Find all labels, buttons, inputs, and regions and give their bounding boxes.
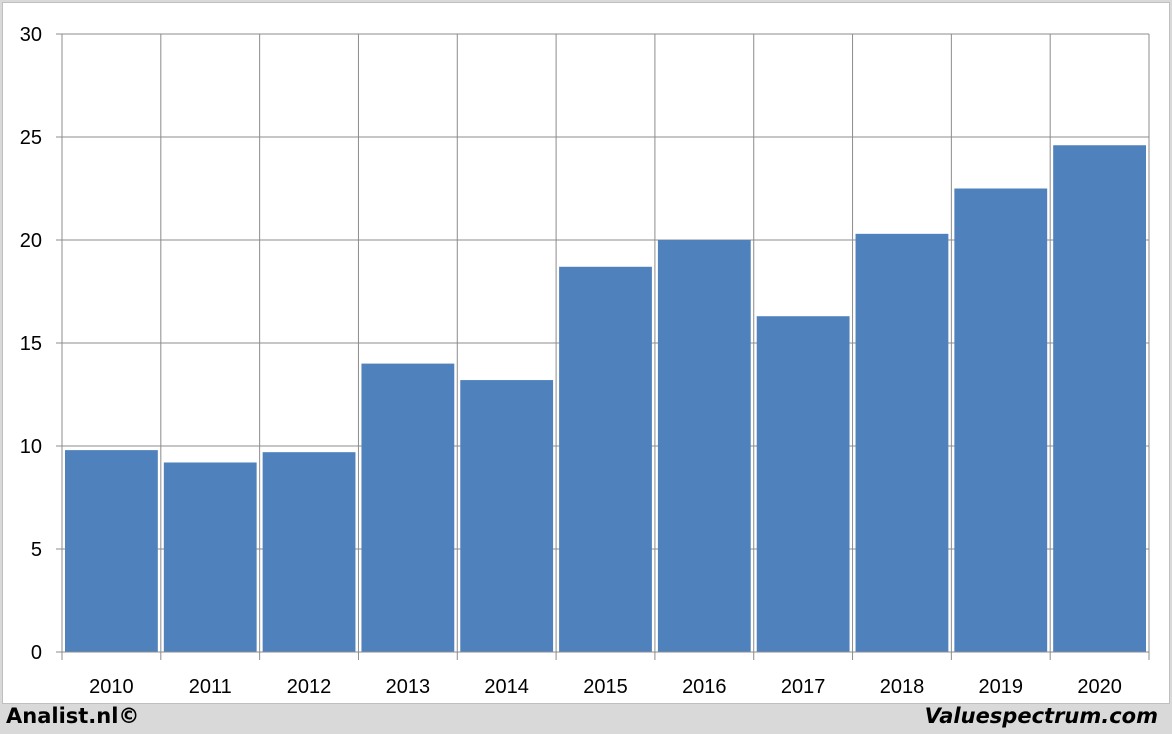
bar-2018 <box>855 233 949 652</box>
y-tick-label: 5 <box>31 539 42 561</box>
x-tick-label: 2013 <box>386 676 431 698</box>
y-tick-label: 30 <box>20 24 42 46</box>
bar-2013 <box>361 363 455 652</box>
bar-2012 <box>262 452 356 652</box>
bar-2015 <box>559 266 652 652</box>
y-tick-label: 15 <box>20 333 42 355</box>
x-tick-label: 2014 <box>484 676 529 698</box>
chart-frame: 0 5 10 15 20 25 30 2010 2011 2012 2013 2014 2015 2016… <box>2 2 1170 704</box>
bar-2011 <box>163 462 257 652</box>
footer-left-credit: Analist.nl© <box>6 704 140 728</box>
footer-right-credit: Valuespectrum.com <box>924 704 1158 728</box>
x-tick-label: 2012 <box>287 676 332 698</box>
x-tick-label: 2020 <box>1077 676 1122 698</box>
y-tick-label: 0 <box>31 642 42 664</box>
x-tick-label: 2011 <box>189 676 232 698</box>
x-tick-label: 2015 <box>583 676 628 698</box>
bar-2017 <box>756 316 850 652</box>
x-tick-label: 2017 <box>781 676 826 698</box>
bar-2020 <box>1053 145 1146 653</box>
y-tick-label: 10 <box>20 436 42 458</box>
x-tick-label: 2010 <box>89 676 134 698</box>
bar-2016 <box>657 240 751 652</box>
y-tick-label: 20 <box>20 230 42 252</box>
x-tick-label: 2018 <box>880 676 925 698</box>
bar-2010 <box>65 450 158 652</box>
y-tick-label: 25 <box>20 127 42 149</box>
x-tick-label: 2016 <box>682 676 727 698</box>
bar-chart: 0 5 10 15 20 25 30 2010 2011 2012 2013 2014 2015 2016… <box>20 24 1150 698</box>
bar-2014 <box>460 380 554 652</box>
bar-2019 <box>954 188 1048 652</box>
x-tick-label: 2019 <box>979 676 1024 698</box>
